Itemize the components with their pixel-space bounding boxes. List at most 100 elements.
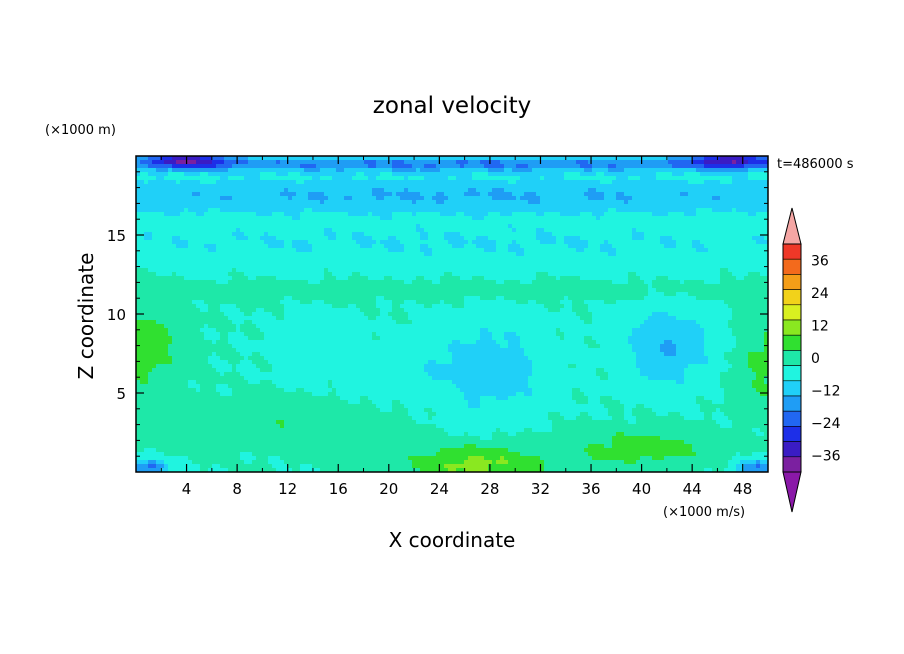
- heatmap-cell: [696, 216, 701, 221]
- heatmap-cell: [284, 212, 289, 217]
- heatmap-cell: [324, 248, 329, 253]
- heatmap-cell: [280, 208, 285, 213]
- heatmap-cell: [408, 236, 413, 241]
- heatmap-cell: [484, 208, 489, 213]
- heatmap-cell: [304, 172, 309, 177]
- heatmap-cell: [292, 256, 297, 261]
- heatmap-cell: [748, 172, 753, 177]
- heatmap-cell: [744, 204, 749, 209]
- heatmap-cell: [472, 248, 477, 253]
- heatmap-cell: [632, 168, 637, 173]
- heatmap-cell: [520, 200, 525, 205]
- heatmap-cell: [364, 232, 369, 237]
- heatmap-cell: [480, 236, 485, 241]
- heatmap-cell: [540, 200, 545, 205]
- heatmap-cell: [408, 272, 413, 277]
- heatmap-cell: [308, 228, 313, 233]
- heatmap-cell: [500, 260, 505, 265]
- heatmap-cell: [620, 224, 625, 229]
- heatmap-cell: [448, 180, 453, 185]
- heatmap-cell: [244, 280, 249, 285]
- heatmap-cell: [700, 264, 705, 269]
- heatmap-cell: [592, 200, 597, 205]
- heatmap-cell: [268, 252, 273, 257]
- heatmap-cell: [696, 272, 701, 277]
- heatmap-cell: [232, 256, 237, 261]
- heatmap-cell: [336, 216, 341, 221]
- heatmap-cell: [408, 172, 413, 177]
- heatmap-cell: [704, 176, 709, 181]
- heatmap-cell: [708, 220, 713, 225]
- heatmap-cell: [752, 192, 757, 197]
- heatmap-cell: [368, 180, 373, 185]
- heatmap-cell: [372, 228, 377, 233]
- heatmap-cell: [448, 196, 453, 201]
- heatmap-cell: [520, 260, 525, 265]
- heatmap-cell: [472, 160, 477, 165]
- heatmap-cell: [444, 156, 449, 161]
- heatmap-cell: [208, 212, 213, 217]
- heatmap-cell: [332, 200, 337, 205]
- heatmap-cell: [384, 164, 389, 169]
- heatmap-cell: [208, 252, 213, 257]
- heatmap-cell: [748, 244, 753, 249]
- heatmap-cell: [548, 208, 553, 213]
- heatmap-cell: [672, 244, 677, 249]
- heatmap-cell: [740, 196, 745, 201]
- heatmap-cell: [520, 184, 525, 189]
- heatmap-cell: [216, 196, 221, 201]
- heatmap-cell: [688, 228, 693, 233]
- heatmap-cell: [616, 268, 621, 273]
- heatmap-cell: [520, 160, 525, 165]
- heatmap-cell: [740, 204, 745, 209]
- heatmap-cell: [276, 244, 281, 249]
- heatmap-cell: [260, 168, 265, 173]
- heatmap-cell: [224, 164, 229, 169]
- heatmap-cell: [548, 220, 553, 225]
- heatmap-cell: [648, 224, 653, 229]
- heatmap-cell: [172, 212, 177, 217]
- heatmap-cell: [764, 200, 769, 205]
- heatmap-cell: [208, 240, 213, 245]
- heatmap-cell: [716, 192, 721, 197]
- heatmap-cell: [360, 212, 365, 217]
- heatmap-cell: [512, 172, 517, 177]
- heatmap-cell: [388, 232, 393, 237]
- heatmap-cell: [344, 212, 349, 217]
- heatmap-cell: [400, 232, 405, 237]
- heatmap-cell: [292, 280, 297, 285]
- heatmap-cell: [296, 256, 301, 261]
- heatmap-cell: [656, 252, 661, 257]
- heatmap-cell: [656, 168, 661, 173]
- heatmap-cell: [212, 192, 217, 197]
- heatmap-cell: [256, 172, 261, 177]
- heatmap-cell: [176, 200, 181, 205]
- heatmap-cell: [552, 264, 557, 269]
- heatmap-cell: [612, 248, 617, 253]
- heatmap-cell: [268, 172, 273, 177]
- heatmap-cell: [224, 280, 229, 285]
- heatmap-cell: [224, 240, 229, 245]
- heatmap-cell: [696, 276, 701, 281]
- heatmap-cell: [708, 204, 713, 209]
- heatmap-cell: [200, 248, 205, 253]
- heatmap-cell: [424, 268, 429, 273]
- heatmap-cell: [180, 252, 185, 257]
- heatmap-cell: [380, 172, 385, 177]
- heatmap-cell: [764, 192, 769, 197]
- heatmap-cell: [696, 228, 701, 233]
- heatmap-cell: [684, 164, 689, 169]
- heatmap-cell: [672, 160, 677, 165]
- heatmap-cell: [200, 204, 205, 209]
- heatmap-cell: [148, 164, 153, 169]
- heatmap-cell: [624, 196, 629, 201]
- heatmap-cell: [312, 212, 317, 217]
- heatmap-cell: [752, 208, 757, 213]
- heatmap-cell: [408, 256, 413, 261]
- heatmap-cell: [584, 212, 589, 217]
- heatmap-cell: [680, 272, 685, 277]
- heatmap-cell: [196, 204, 201, 209]
- heatmap-cell: [636, 252, 641, 257]
- heatmap-cell: [568, 204, 573, 209]
- heatmap-cell: [396, 236, 401, 241]
